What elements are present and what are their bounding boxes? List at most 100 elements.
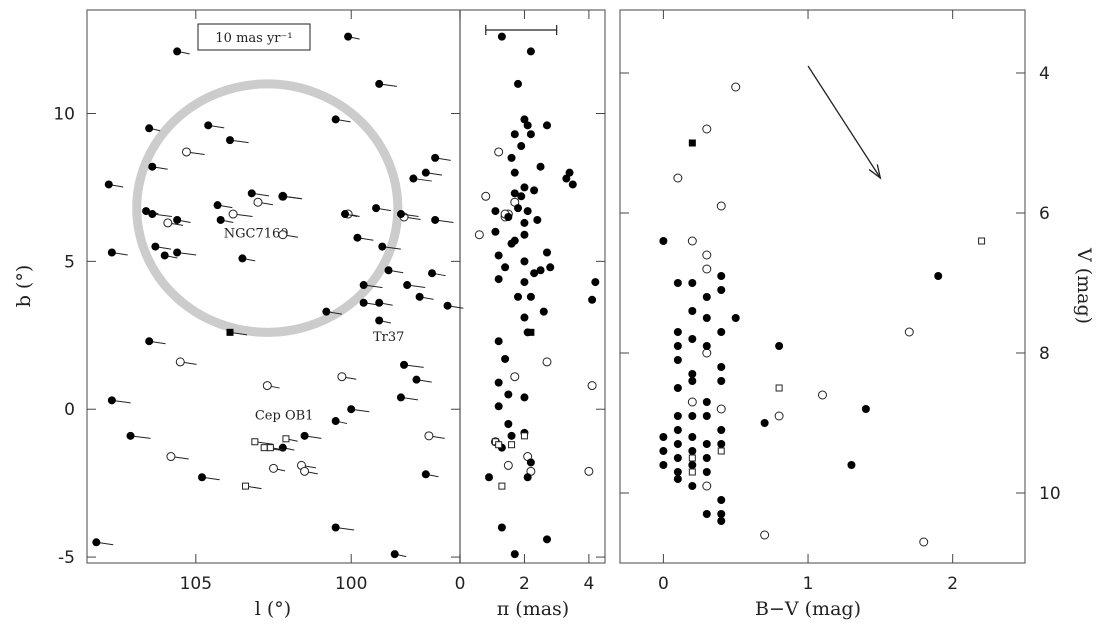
filled-circle-point	[517, 192, 526, 201]
filled-circle-point	[126, 431, 135, 440]
filled-circle-point	[92, 538, 101, 547]
filled-circle-point	[390, 550, 399, 559]
filled-circle-point	[934, 272, 943, 280]
open-circle-point	[587, 381, 597, 391]
parallax-panel-frame	[459, 9, 606, 564]
filled-circle-point	[702, 314, 711, 322]
xtick-label: 2	[519, 574, 530, 594]
open-circle-point	[481, 191, 491, 201]
filled-circle-point	[384, 266, 393, 275]
filled-circle-point	[546, 263, 555, 272]
parallax-xlabel: π (mas)	[497, 598, 569, 620]
filled-circle-point	[378, 242, 387, 251]
filled-circle-point	[543, 248, 551, 257]
open-circle-point	[166, 452, 176, 462]
filled-circle-point	[216, 215, 225, 224]
filled-circle-point	[688, 307, 697, 315]
filled-circle-point	[331, 523, 340, 532]
open-circle-point	[474, 230, 484, 240]
filled-circle-point	[173, 215, 182, 224]
xtick-label: 4	[583, 574, 594, 594]
open-square-point	[508, 441, 516, 449]
xtick-label: 0	[658, 574, 669, 594]
open-circle-point	[919, 537, 929, 547]
filled-square-point	[688, 139, 696, 147]
filled-circle-point	[717, 510, 726, 518]
filled-circle-point	[148, 210, 157, 219]
filled-circle-point	[514, 204, 522, 213]
marks-layer	[92, 32, 986, 559]
filled-circle-point	[504, 390, 513, 399]
filled-circle-point	[517, 142, 526, 151]
filled-circle-point	[421, 168, 430, 177]
filled-circle-point	[300, 431, 309, 440]
filled-circle-point	[688, 461, 697, 469]
open-circle-point	[760, 530, 770, 540]
filled-circle-point	[688, 279, 697, 287]
filled-circle-point	[160, 251, 169, 260]
filled-circle-point	[702, 468, 711, 476]
filled-circle-point	[673, 426, 682, 434]
filled-circle-point	[523, 473, 532, 482]
xtick-label: 2	[947, 574, 958, 594]
filled-circle-point	[507, 431, 516, 440]
open-circle-point	[702, 124, 712, 134]
filled-circle-point	[204, 121, 213, 130]
filled-circle-point	[673, 475, 682, 483]
open-circle-point	[175, 357, 185, 367]
filled-circle-point	[673, 384, 682, 392]
open-square-point	[688, 454, 696, 462]
filled-circle-point	[526, 47, 535, 56]
filled-circle-point	[536, 266, 545, 275]
filled-circle-point	[688, 447, 697, 455]
filled-circle-point	[543, 121, 551, 130]
filled-circle-point	[510, 168, 519, 177]
filled-circle-point	[403, 281, 412, 290]
filled-circle-point	[431, 215, 440, 224]
filled-circle-point	[539, 307, 548, 316]
filled-circle-point	[145, 337, 154, 346]
open-circle-point	[687, 236, 697, 246]
open-circle-point	[716, 201, 726, 211]
filled-circle-point	[673, 468, 682, 476]
filled-circle-point	[491, 227, 500, 236]
filled-circle-point	[375, 298, 384, 307]
filled-circle-point	[520, 278, 529, 287]
filled-circle-point	[526, 458, 535, 467]
filled-circle-point	[213, 201, 222, 210]
filled-circle-point	[107, 396, 116, 405]
filled-square-point	[226, 328, 234, 336]
open-square-point	[260, 444, 268, 452]
open-circle-point	[424, 431, 434, 441]
filled-circle-point	[507, 153, 516, 162]
filled-circle-point	[717, 286, 726, 294]
open-circle-point	[702, 264, 712, 274]
filled-circle-point	[491, 207, 500, 216]
filled-circle-point	[353, 233, 362, 242]
filled-circle-point	[501, 354, 510, 363]
filled-circle-point	[536, 162, 545, 171]
filled-circle-point	[501, 263, 510, 272]
filled-circle-point	[514, 292, 522, 301]
open-square-point	[251, 438, 259, 446]
filled-circle-point	[702, 398, 711, 406]
filled-circle-point	[331, 115, 340, 124]
open-circle-point	[904, 327, 914, 337]
filled-circle-point	[278, 192, 287, 201]
filled-circle-point	[673, 356, 682, 364]
filled-circle-point	[717, 272, 726, 280]
filled-circle-point	[421, 470, 430, 479]
open-circle-point	[278, 230, 288, 240]
filled-circle-point	[702, 342, 711, 350]
filled-circle-point	[861, 405, 870, 413]
ytick-label: 4	[1039, 64, 1050, 84]
filled-circle-point	[717, 426, 726, 434]
filled-circle-point	[702, 454, 711, 462]
open-square-point	[242, 482, 250, 490]
filled-circle-point	[520, 393, 529, 402]
filled-circle-point	[533, 215, 542, 224]
filled-circle-point	[520, 115, 529, 124]
open-circle-point	[584, 466, 594, 476]
filled-circle-point	[510, 189, 519, 198]
